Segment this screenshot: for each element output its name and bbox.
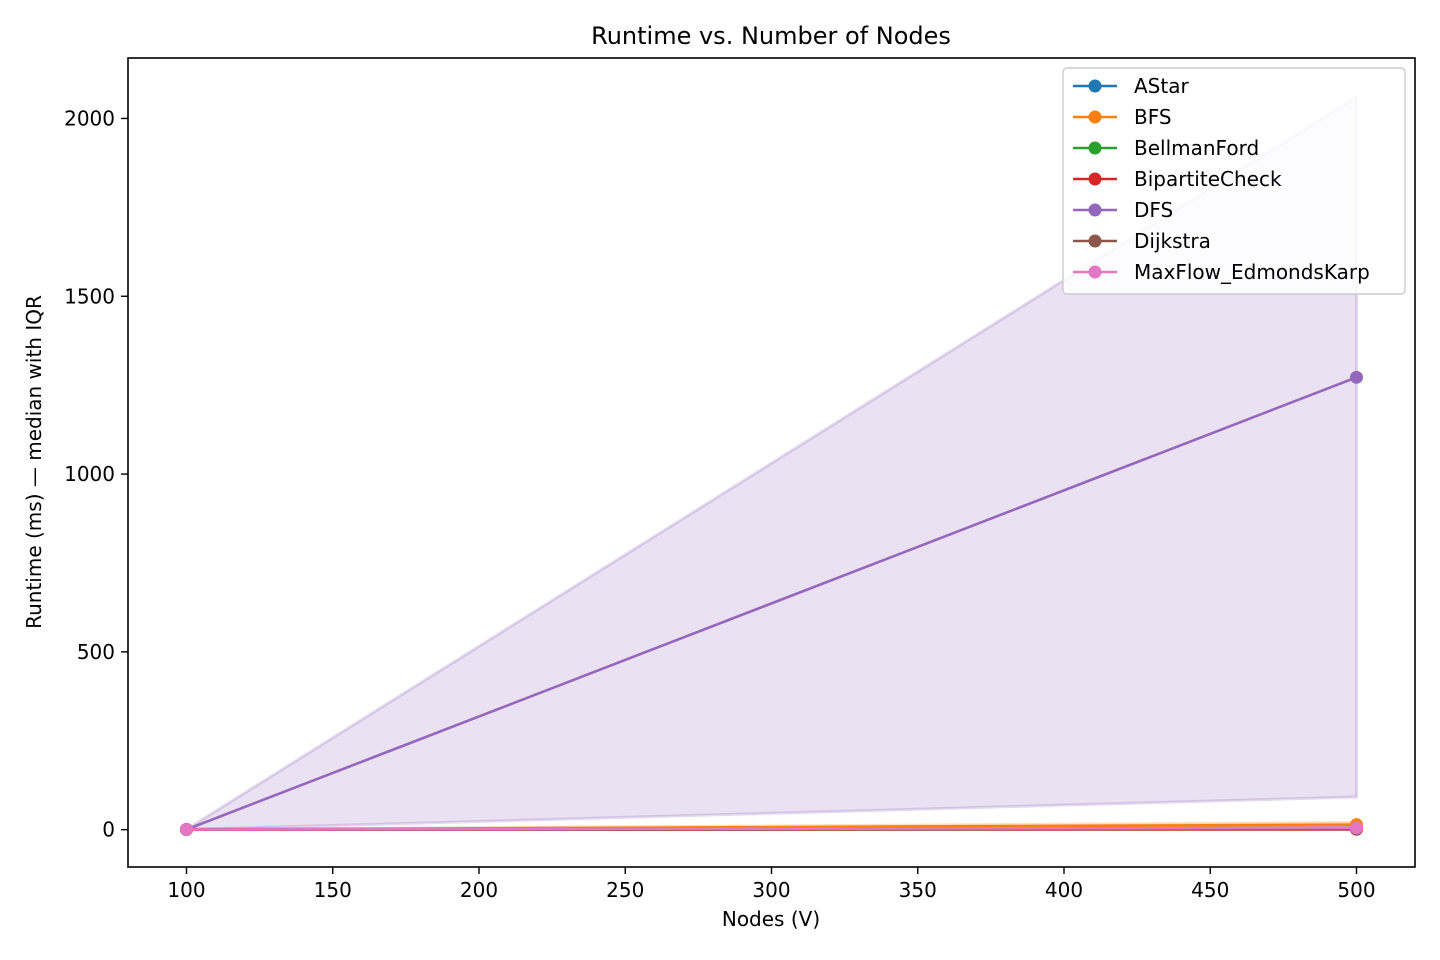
x-tick-label: 500	[1337, 878, 1375, 902]
legend-label: MaxFlow_EdmondsKarp	[1134, 260, 1370, 284]
legend-entry-maxflow_edmondskarp: MaxFlow_EdmondsKarp	[1073, 260, 1370, 284]
x-tick-label: 200	[460, 878, 498, 902]
data-point-dfs	[1350, 370, 1363, 384]
series-lines	[180, 370, 1363, 836]
legend-entry-bellmanford: BellmanFord	[1073, 136, 1259, 160]
legend-marker	[1088, 203, 1102, 217]
y-tick-label: 0	[102, 818, 115, 842]
legend-marker	[1088, 110, 1102, 124]
y-tick-label: 2000	[64, 106, 115, 130]
x-tick-label: 400	[1045, 878, 1083, 902]
legend-entry-bipartitecheck: BipartiteCheck	[1073, 167, 1282, 191]
legend-label: BipartiteCheck	[1134, 167, 1282, 191]
legend-marker	[1088, 265, 1102, 279]
legend-entry-bfs: BFS	[1073, 105, 1172, 129]
legend: AStar BFS BellmanFord BipartiteCheck DFS Dijk…	[1062, 67, 1406, 295]
y-tick-label: 1000	[64, 462, 115, 486]
y-axis-label: Runtime (ms) — median with IQR	[22, 295, 46, 629]
x-tick-label: 300	[752, 878, 790, 902]
legend-marker	[1088, 234, 1102, 248]
legend-marker	[1088, 172, 1102, 186]
legend-label: BellmanFord	[1134, 136, 1259, 160]
legend-entry-dijkstra: Dijkstra	[1073, 229, 1211, 253]
x-tick-label: 450	[1191, 878, 1229, 902]
legend-label: AStar	[1134, 74, 1189, 98]
x-tick-label: 350	[899, 878, 937, 902]
x-tick-label: 150	[314, 878, 352, 902]
legend-frame	[1062, 67, 1406, 295]
x-axis-ticks: 100 150 200 250 300 350 400 450 500	[167, 867, 1376, 902]
series-line-dfs	[186, 376, 1357, 831]
legend-label: BFS	[1134, 105, 1172, 129]
y-axis-ticks: 0 500 1000 1500 2000	[64, 106, 128, 842]
data-point-maxflow_edmondskarp	[180, 822, 193, 836]
series-line-maxflow_edmondskarp	[186, 826, 1357, 831]
legend-marker	[1088, 141, 1102, 155]
x-tick-label: 250	[606, 878, 644, 902]
x-tick-label: 100	[167, 878, 205, 902]
legend-label: Dijkstra	[1134, 229, 1211, 253]
x-axis-label: Nodes (V)	[722, 907, 820, 931]
y-tick-label: 1500	[64, 284, 115, 308]
legend-entry-astar: AStar	[1073, 74, 1189, 98]
legend-label: DFS	[1134, 198, 1173, 222]
data-point-maxflow_edmondskarp	[1350, 821, 1363, 835]
legend-marker	[1088, 79, 1102, 93]
chart-title: Runtime vs. Number of Nodes	[591, 22, 951, 50]
y-tick-label: 500	[77, 640, 115, 664]
legend-entry-dfs: DFS	[1073, 198, 1173, 222]
